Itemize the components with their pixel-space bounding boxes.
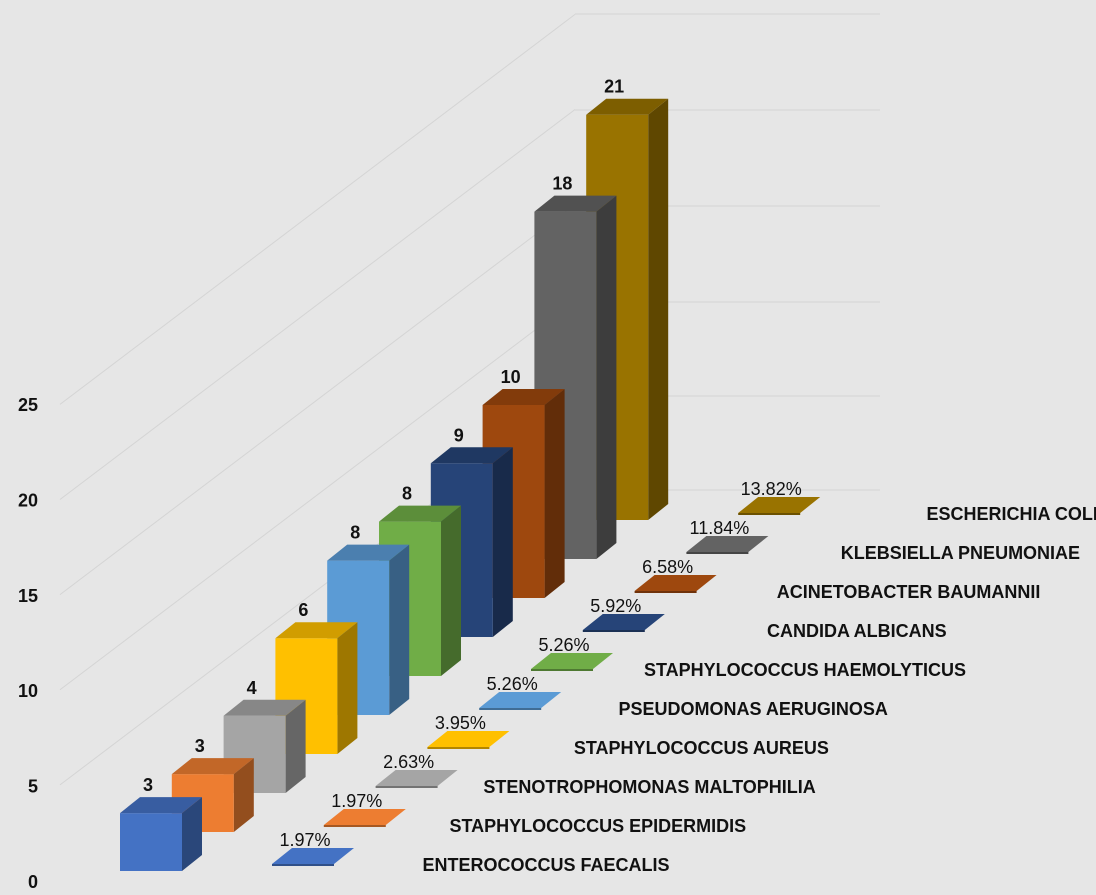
bar-top	[171, 758, 254, 775]
percent-marker-top	[427, 731, 510, 747]
percent-marker-edge	[272, 864, 334, 866]
y-tick-label: 20	[18, 490, 38, 510]
percent-marker-top	[479, 692, 562, 708]
percent-marker-edge	[375, 786, 438, 788]
percent-value-label: 5.92%	[590, 596, 641, 616]
bar-top	[430, 447, 513, 464]
bar-top	[586, 98, 669, 115]
category-label: STENOTROPHOMONAS MALTOPHILIA	[483, 777, 815, 797]
percent-value-label: 1.97%	[331, 791, 382, 811]
gridline	[59, 109, 576, 500]
percent-marker	[323, 809, 406, 827]
bar-side	[492, 447, 513, 637]
category-label: CANDIDA ALBICANS	[767, 621, 947, 641]
percent-marker-top	[634, 575, 717, 591]
category-label: KLEBSIELLA PNEUMONIAE	[841, 543, 1080, 563]
bar-value-label: 3	[143, 775, 153, 795]
percent-value-label: 3.95%	[435, 713, 486, 733]
percent-marker-edge	[479, 708, 542, 710]
bar-value-label: 6	[298, 600, 308, 620]
percent-marker-edge	[582, 630, 645, 632]
percent-value-label: 5.26%	[487, 674, 538, 694]
bar-value-label: 21	[604, 77, 624, 97]
bar-top	[275, 622, 358, 639]
category-label: STAPHYLOCOCCUS EPIDERMIDIS	[449, 816, 746, 836]
percent-marker	[427, 731, 510, 749]
bar-value-label: 4	[247, 678, 257, 698]
percent-marker-edge	[634, 591, 697, 593]
percent-marker	[738, 497, 821, 515]
bar-side	[648, 98, 669, 520]
bar-front	[120, 813, 182, 871]
percent-marker-edge	[738, 513, 801, 515]
percent-value-label: 11.84%	[690, 518, 750, 538]
bar-top	[223, 699, 306, 716]
bar-side	[596, 195, 617, 559]
gridline	[59, 204, 576, 596]
y-tick-label: 10	[18, 681, 38, 701]
percent-marker-edge	[531, 669, 593, 671]
bar-side	[337, 622, 358, 754]
category-label: STAPHYLOCOCCUS HAEMOLYTICUS	[644, 660, 966, 680]
percent-value-label: 5.26%	[538, 635, 589, 655]
category-label: ENTEROCOCCUS FAECALIS	[422, 855, 669, 875]
percent-marker-top	[738, 497, 821, 513]
bar-side	[233, 758, 254, 832]
bar-value-label: 8	[402, 484, 412, 504]
percent-marker-top	[272, 848, 354, 864]
bar-value-label: 9	[454, 425, 464, 445]
percent-marker-top	[582, 614, 665, 630]
bar-side	[389, 544, 410, 715]
bar-top	[379, 505, 461, 522]
y-axis: 0 5 10 15 20 25	[18, 395, 38, 892]
category-label: STAPHYLOCOCCUS AUREUS	[574, 738, 829, 758]
percent-marker-top	[323, 809, 406, 825]
bar-top	[120, 797, 202, 814]
bar-side	[544, 389, 565, 598]
bars: 21 18 10 9 8 8 6 4 3 3	[120, 77, 669, 871]
bar-side	[182, 797, 202, 871]
percent-marker	[634, 575, 717, 593]
percent-marker	[531, 653, 613, 671]
percent-marker-top	[686, 536, 769, 552]
gridline	[59, 13, 576, 405]
y-tick-label: 5	[28, 777, 38, 797]
percent-marker-edge	[323, 825, 386, 827]
percent-marker-edge	[686, 552, 749, 554]
percent-marker	[479, 692, 562, 710]
bar-top	[482, 389, 565, 405]
bar-top	[534, 195, 617, 212]
y-tick-label: 25	[18, 395, 38, 415]
bar-value-label: 3	[195, 736, 205, 756]
bar-value-label: 8	[350, 523, 360, 543]
percent-marker	[686, 536, 769, 554]
percent-marker-top	[375, 770, 458, 786]
y-tick-label: 15	[18, 586, 38, 606]
percent-value-label: 6.58%	[642, 557, 693, 577]
percent-marker	[272, 848, 354, 866]
bar-value-label: 18	[552, 174, 572, 194]
percent-value-label: 2.63%	[383, 752, 434, 772]
bar-side	[285, 699, 306, 793]
bar-side	[441, 505, 461, 676]
category-label: PSEUDOMONAS AERUGINOSA	[619, 699, 888, 719]
category-label: ACINETOBACTER BAUMANNII	[777, 582, 1041, 602]
bar	[223, 699, 306, 793]
percent-marker	[582, 614, 665, 632]
percent-marker	[375, 770, 458, 788]
percent-marker-top	[531, 653, 613, 669]
category-label: ESCHERICHIA COLI	[927, 504, 1096, 524]
percent-markers: 13.82% ESCHERICHIA COLI 11.84% KLEBSIELLA P…	[272, 479, 1096, 875]
y-tick-label: 0	[28, 872, 38, 890]
gridline	[59, 299, 576, 691]
bar-value-label: 10	[501, 367, 521, 387]
bar-top	[327, 544, 410, 561]
percent-value-label: 13.82%	[741, 479, 802, 499]
percent-marker-edge	[427, 747, 490, 749]
bar	[120, 797, 202, 871]
percent-value-label: 1.97%	[279, 830, 330, 850]
